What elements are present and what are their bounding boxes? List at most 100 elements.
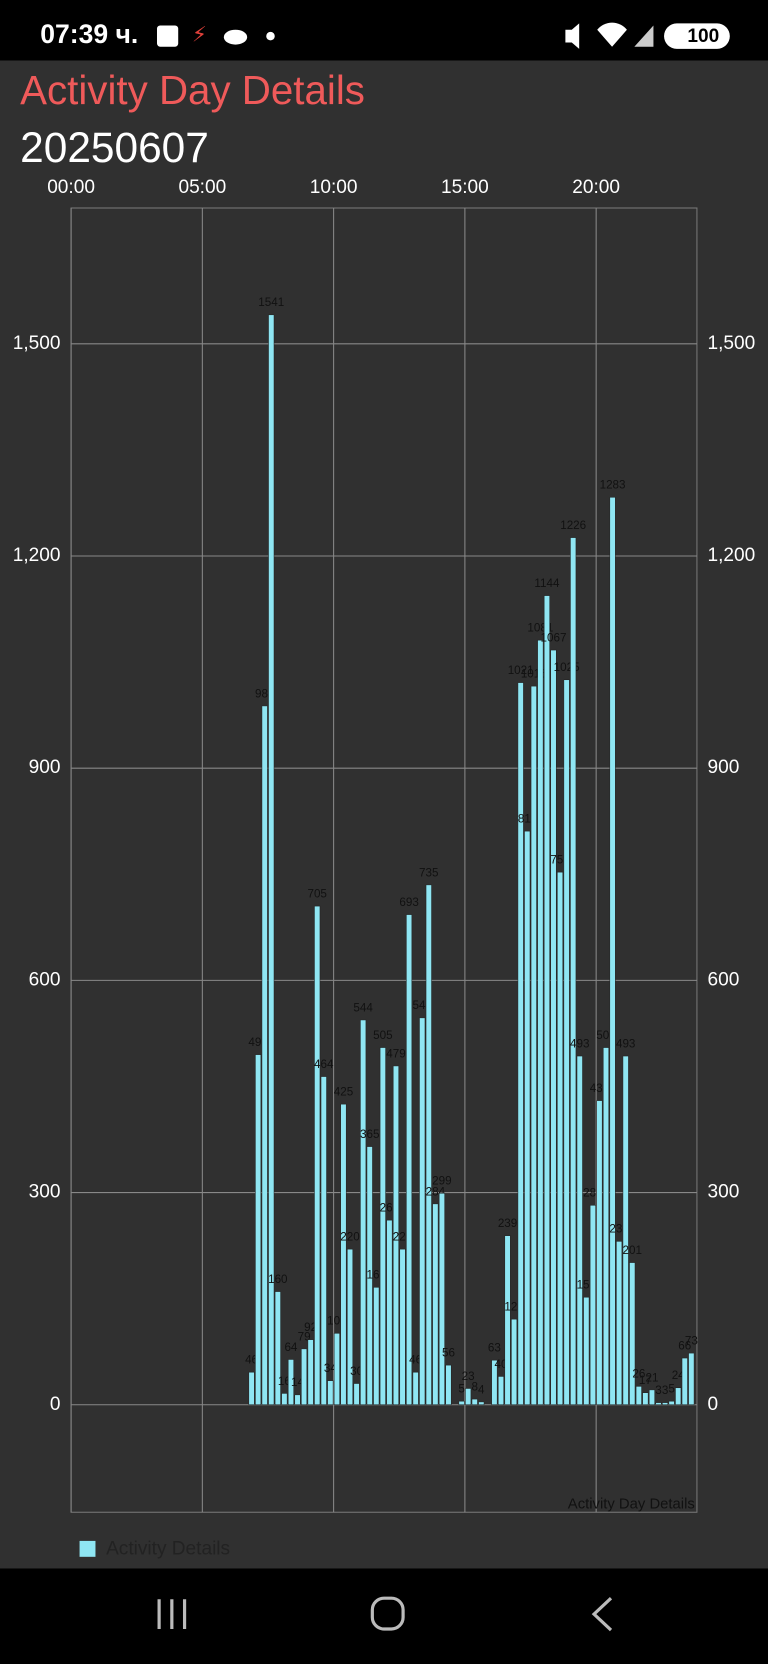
data-label: 705 xyxy=(307,887,326,900)
chart-description: Activity Day Details xyxy=(568,1497,695,1513)
battery-level: 100 xyxy=(687,26,719,47)
data-label: 1067 xyxy=(541,631,567,644)
data-label: 299 xyxy=(432,1175,451,1188)
bar xyxy=(268,314,275,1406)
bar xyxy=(347,1248,354,1406)
bar xyxy=(287,1359,294,1406)
bar xyxy=(399,1248,406,1406)
data-label: 26 xyxy=(632,1368,645,1381)
bar xyxy=(392,1065,399,1406)
data-label: 56 xyxy=(442,1347,455,1360)
clock: 07:39 ч. xyxy=(40,19,138,49)
x-tick-label: 05:00 xyxy=(178,177,226,198)
data-label: 79 xyxy=(298,1330,311,1343)
data-label: 1144 xyxy=(534,577,560,590)
y-tick-label: 900 xyxy=(29,757,61,778)
data-label: 201 xyxy=(623,1244,642,1257)
bar xyxy=(655,1402,662,1406)
bar xyxy=(675,1387,682,1406)
bar xyxy=(563,679,570,1406)
data-label: 220 xyxy=(340,1231,360,1244)
data-label: 239 xyxy=(498,1217,517,1230)
bar xyxy=(458,1400,465,1406)
data-label: 3 xyxy=(662,1384,668,1397)
status-bar xyxy=(0,0,768,61)
data-label: 479 xyxy=(386,1047,405,1060)
bar xyxy=(274,1291,281,1406)
data-label: 64 xyxy=(284,1341,297,1354)
data-label: 425 xyxy=(334,1086,353,1099)
bar xyxy=(366,1146,373,1406)
data-label: 365 xyxy=(360,1128,379,1141)
data-label: 46 xyxy=(409,1354,422,1367)
bar xyxy=(668,1400,675,1406)
bar xyxy=(314,905,321,1406)
bar xyxy=(497,1376,504,1406)
data-label: 5 xyxy=(668,1383,674,1396)
bar xyxy=(307,1339,314,1406)
bar xyxy=(576,1055,583,1406)
x-tick-label: 10:00 xyxy=(310,177,358,198)
bar xyxy=(333,1333,340,1406)
bar xyxy=(642,1392,649,1406)
back-button[interactable] xyxy=(591,1597,613,1632)
screen-title: Activity Day Details xyxy=(20,68,365,113)
bar xyxy=(301,1348,308,1406)
bar xyxy=(629,1262,636,1406)
data-label: 23 xyxy=(462,1370,475,1383)
bar xyxy=(281,1393,288,1406)
bar xyxy=(445,1364,452,1406)
bar xyxy=(438,1192,445,1406)
bar xyxy=(681,1357,688,1406)
bar xyxy=(320,1076,327,1406)
bar xyxy=(471,1398,478,1406)
data-label: 5 xyxy=(458,1383,464,1396)
data-label: 92 xyxy=(304,1321,317,1334)
y2-tick-label: 1,500 xyxy=(708,333,756,354)
bar xyxy=(616,1241,623,1406)
y-tick-label: 1,200 xyxy=(13,545,61,566)
bar xyxy=(491,1359,498,1406)
y2-tick-label: 1,200 xyxy=(708,545,756,566)
bar xyxy=(550,649,557,1406)
bar xyxy=(648,1389,655,1406)
home-button[interactable] xyxy=(370,1596,405,1631)
bar xyxy=(537,639,544,1406)
y-tick-label: 1,500 xyxy=(13,333,61,354)
bar xyxy=(524,830,531,1406)
bar xyxy=(635,1386,642,1406)
cloud-icon xyxy=(223,29,248,45)
recent-apps-button[interactable] xyxy=(157,1599,187,1629)
bar xyxy=(530,685,537,1406)
legend-label: Activity Details xyxy=(106,1538,230,1559)
bar xyxy=(511,1318,518,1406)
data-label: 66 xyxy=(678,1339,691,1352)
mute-icon xyxy=(565,23,580,49)
data-label: 73 xyxy=(685,1335,698,1348)
data-label: 1283 xyxy=(600,479,626,492)
data-label: 1226 xyxy=(560,519,586,532)
bar xyxy=(504,1235,511,1406)
activity-icon: ⚡ xyxy=(192,24,207,47)
chart: 00:00 05:00 10:00 15:00 20:00 0 300 600 900 1,200… xyxy=(13,177,756,1560)
data-label: 1021 xyxy=(508,664,534,677)
gallery-icon xyxy=(156,25,179,47)
y-tick-label: 300 xyxy=(29,1182,61,1203)
bar xyxy=(255,1054,262,1406)
y2-tick-label: 300 xyxy=(708,1182,740,1203)
data-label: 63 xyxy=(488,1342,501,1355)
bar xyxy=(379,1047,386,1406)
bar xyxy=(419,1017,426,1406)
data-label: 160 xyxy=(268,1273,288,1286)
data-label: 464 xyxy=(314,1058,334,1071)
bar xyxy=(557,871,564,1406)
data-label: 8 xyxy=(471,1380,477,1393)
bar xyxy=(340,1103,347,1406)
data-label: 544 xyxy=(353,1001,373,1014)
bar xyxy=(543,595,550,1406)
y-tick-label: 0 xyxy=(50,1394,61,1415)
x-tick-label: 00:00 xyxy=(47,177,95,198)
legend-swatch xyxy=(79,1540,96,1557)
